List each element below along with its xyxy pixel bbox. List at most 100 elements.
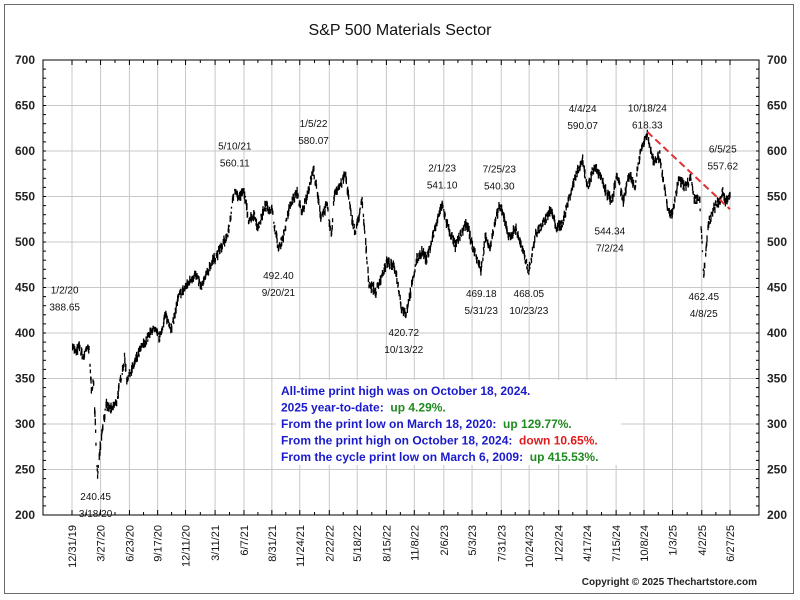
x-tick-label: 3/11/21	[210, 525, 222, 561]
y-tick-label-left: 600	[15, 144, 35, 158]
y-tick-label-right: 450	[767, 281, 787, 295]
annotation-date: 7/25/23	[483, 164, 517, 175]
y-tick-label-right: 250	[767, 463, 787, 477]
annotation-date: 3/18/20	[79, 509, 113, 520]
x-tick-label: 7/15/24	[611, 525, 623, 562]
annotation-value: 540.30	[484, 181, 515, 192]
info-segment: From the print high on October 18, 2024:	[281, 434, 519, 448]
info-line: All-time print high was on October 18, 2…	[281, 384, 530, 398]
y-tick-label-left: 350	[15, 372, 35, 386]
y-tick-label-left: 250	[15, 463, 35, 477]
info-segment: From the print low on March 18, 2020:	[281, 417, 503, 431]
info-segment: down 10.65%.	[519, 434, 598, 448]
info-line: 2025 year-to-date: up 4.29%.	[281, 401, 446, 415]
annotation: 544.34 7/2/24	[595, 227, 626, 255]
annotation: 7/25/23 540.30	[483, 164, 517, 192]
annotation-date: 1/2/20	[51, 285, 79, 296]
annotation-value: 492.40	[263, 271, 294, 282]
info-line: From the print high on October 18, 2024:…	[281, 434, 598, 448]
annotation-date: 4/4/24	[569, 104, 597, 115]
price-bars	[72, 129, 731, 479]
y-tick-label-left: 700	[15, 53, 35, 67]
y-tick-label-right: 650	[767, 99, 787, 113]
chart-frame	[4, 4, 794, 594]
annotation-date: 7/2/24	[596, 244, 624, 255]
annotation-date: 9/20/21	[262, 288, 296, 299]
x-tick-label: 6/23/20	[124, 525, 136, 562]
x-tick-label: 7/31/23	[496, 525, 508, 562]
y-tick-label-right: 300	[767, 417, 787, 431]
annotation: 468.05 10/23/23	[509, 289, 548, 317]
x-tick-label: 6/7/21	[239, 525, 251, 556]
annotation-value: 541.10	[427, 181, 458, 192]
y-tick-label-left: 200	[15, 508, 35, 522]
plot-border	[42, 59, 760, 516]
y-tick-label-right: 600	[767, 144, 787, 158]
info-segment: up 415.53%.	[530, 450, 599, 464]
x-tick-label: 3/27/20	[96, 525, 108, 562]
x-tick-label: 4/2/25	[697, 525, 709, 556]
info-line: From the print low on March 18, 2020: up…	[281, 417, 572, 431]
annotation: 462.45 4/8/25	[688, 292, 719, 320]
grid	[43, 60, 759, 515]
x-tick-label: 5/3/23	[467, 525, 479, 556]
y-tick-label-right: 700	[767, 53, 787, 67]
annotation-value: 462.45	[688, 292, 719, 303]
x-tick-label: 10/8/24	[639, 525, 651, 562]
annotation: 1/5/22 580.07	[298, 119, 329, 147]
annotation: 10/18/24 618.33	[628, 103, 667, 131]
annotation: 420.72 10/13/22	[384, 328, 423, 356]
annotation-value: 388.65	[49, 302, 80, 313]
annotation-date: 10/23/23	[509, 306, 548, 317]
x-tick-label: 8/31/21	[267, 525, 279, 562]
info-box: All-time print high was on October 18, 2…	[276, 380, 621, 465]
info-box-background	[276, 380, 621, 465]
x-tick-label: 4/17/24	[582, 525, 594, 562]
annotation-value: 580.07	[298, 136, 329, 147]
chart-title: S&P 500 Materials Sector	[309, 22, 493, 39]
y-tick-label-left: 300	[15, 417, 35, 431]
x-tick-label: 10/24/23	[524, 525, 536, 568]
annotation-value: 618.33	[632, 120, 663, 131]
y-tick-label-left: 500	[15, 235, 35, 249]
trendline	[646, 131, 731, 210]
y-tick-label-left: 650	[15, 99, 35, 113]
axes: 200 200 250 250 300 300 350 350 400 400 450 450 500 5…	[15, 53, 787, 568]
info-segment: up 4.29%.	[390, 401, 445, 415]
annotation: 492.40 9/20/21	[262, 271, 296, 299]
annotation-date: 2/1/23	[428, 164, 456, 175]
y-tick-label-left: 400	[15, 326, 35, 340]
annotation-date: 10/18/24	[628, 103, 667, 114]
annotation: 469.18 5/31/23	[465, 289, 499, 317]
annotation-value: 560.11	[220, 158, 250, 169]
info-line: From the cycle print low on March 6, 200…	[281, 450, 598, 464]
annotation-date: 5/10/21	[218, 141, 252, 152]
y-tick-label-right: 500	[767, 235, 787, 249]
x-tick-label: 2/6/23	[439, 525, 451, 556]
annotation-date: 10/13/22	[384, 345, 423, 356]
x-tick-label: 9/17/20	[153, 525, 165, 562]
info-segment: up 129.77%.	[503, 417, 572, 431]
x-tick-label: 1/3/25	[668, 525, 680, 556]
annotation-value: 544.34	[595, 227, 626, 238]
trendline-layer	[646, 131, 731, 210]
annotation: 240.45 3/18/20	[79, 492, 113, 520]
y-tick-label-right: 350	[767, 372, 787, 386]
price-series	[72, 129, 731, 479]
annotation-value: 468.05	[514, 289, 545, 300]
y-tick-label-left: 550	[15, 190, 35, 204]
annotation-date: 1/5/22	[300, 119, 328, 130]
info-segment: All-time print high was on October 18, 2…	[281, 384, 530, 398]
annotation: 6/5/25 557.62	[707, 145, 738, 173]
y-tick-label-right: 550	[767, 190, 787, 204]
annotation-value: 469.18	[466, 289, 497, 300]
x-tick-label: 8/15/22	[381, 525, 393, 562]
annotation-date: 5/31/23	[465, 306, 499, 317]
info-segment: From the cycle print low on March 6, 200…	[281, 450, 530, 464]
annotation: 4/4/24 590.07	[567, 104, 598, 132]
x-tick-label: 12/11/20	[181, 525, 193, 567]
copyright-text: Copyright © 2025 Thechartstore.com	[582, 577, 757, 588]
y-tick-label-right: 200	[767, 508, 787, 522]
annotation-value: 420.72	[388, 328, 419, 339]
